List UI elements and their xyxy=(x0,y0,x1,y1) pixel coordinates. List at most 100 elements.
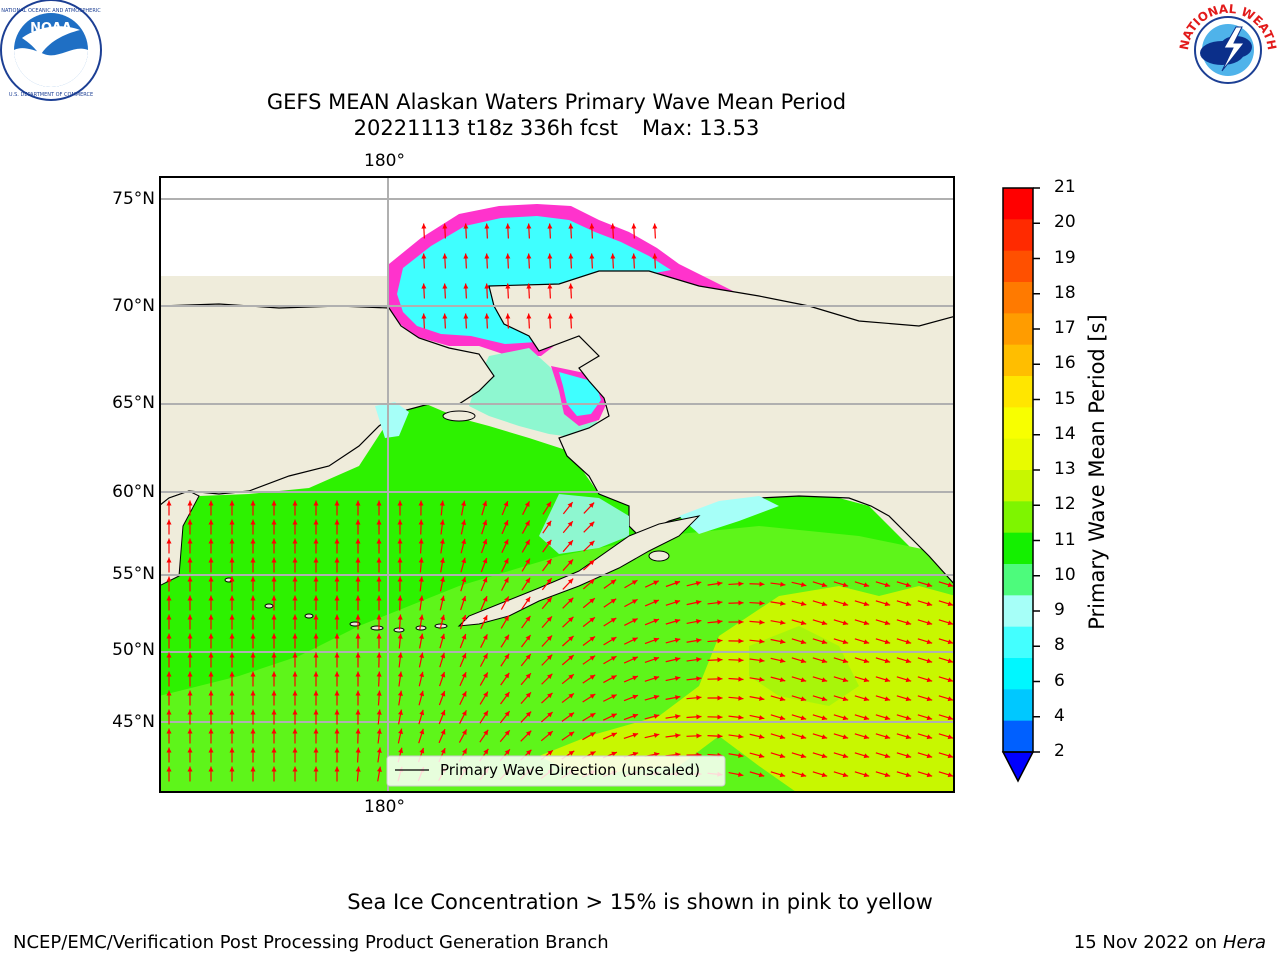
wave-direction-arrowhead xyxy=(442,223,448,229)
wave-direction-arrowhead xyxy=(250,633,256,639)
wave-direction-arrowhead xyxy=(355,709,361,715)
wave-direction-arrowhead xyxy=(250,576,256,582)
wave-direction-arrowhead xyxy=(397,633,403,639)
wave-direction-arrowhead xyxy=(271,538,277,544)
wave-direction-arrowhead xyxy=(717,581,723,587)
wave-direction-arrowhead xyxy=(166,747,172,753)
wave-direction-arrowhead xyxy=(419,633,424,640)
forecast-time: 20221113 t18z 336h fcst xyxy=(353,116,619,140)
wave-direction-arrowhead xyxy=(589,253,595,259)
wave-direction-arrowhead xyxy=(759,581,765,587)
wave-direction-arrowhead xyxy=(738,733,744,739)
wave-direction-arrowhead xyxy=(589,713,596,718)
wave-direction-arrowhead xyxy=(696,657,702,663)
wave-direction-arrowhead xyxy=(355,576,361,582)
wave-direction-arrowhead xyxy=(482,538,488,545)
wave-direction-arrowhead xyxy=(525,673,531,679)
wave-direction-arrowhead xyxy=(526,283,532,289)
wave-direction-arrowhead xyxy=(674,580,681,586)
wave-direction-arrowhead xyxy=(568,616,574,623)
wave-direction-arrowhead xyxy=(905,601,912,607)
wave-direction-arrowhead xyxy=(611,694,617,700)
wave-direction-arrowhead xyxy=(631,580,638,585)
wave-direction-arrowhead xyxy=(842,658,849,664)
wave-direction-arrowhead xyxy=(462,748,467,755)
wave-direction-arrowhead xyxy=(821,715,828,721)
wave-direction-arrowhead xyxy=(568,655,574,661)
wave-direction-arrowhead xyxy=(313,747,319,753)
wave-direction-arrowhead xyxy=(926,658,933,664)
wave-direction-arrowhead xyxy=(208,747,214,753)
wave-direction-arrowhead xyxy=(419,728,425,735)
wave-direction-arrowhead xyxy=(355,538,361,544)
map-frame xyxy=(159,176,955,793)
wave-direction-arrowhead xyxy=(504,691,510,698)
wave-direction-arrowhead xyxy=(355,728,361,734)
wave-direction-arrowhead xyxy=(461,634,467,640)
wave-direction-arrowhead xyxy=(738,638,744,644)
wave-direction-arrowhead xyxy=(292,500,298,506)
wave-direction-arrowhead xyxy=(863,677,870,683)
kodiak-island xyxy=(648,550,670,562)
bristol-bay-cyan xyxy=(539,494,629,554)
lat-label-50: 50°N xyxy=(112,640,155,660)
wave-direction-arrowhead xyxy=(717,600,723,606)
wave-direction-arrowhead xyxy=(610,579,617,585)
wave-direction-arrowhead xyxy=(313,652,319,658)
wave-direction-arrowhead xyxy=(398,728,403,735)
colorbar-tick-label: 9 xyxy=(1054,600,1065,620)
wave-direction-arrowhead xyxy=(631,599,638,604)
colorbar-band xyxy=(1003,501,1033,534)
wave-direction-arrowhead xyxy=(717,676,723,682)
wave-direction-arrowhead xyxy=(611,675,617,681)
wave-direction-arrowhead xyxy=(610,598,617,604)
wave-direction-arrowhead xyxy=(166,576,172,582)
wave-direction-arrowhead xyxy=(505,283,511,289)
lon-label-top: 180° xyxy=(364,151,405,171)
svg-text:U.S. DEPARTMENT OF COMMERCE: U.S. DEPARTMENT OF COMMERCE xyxy=(9,92,93,98)
wave-direction-arrowhead xyxy=(166,614,172,620)
wave-direction-arrowhead xyxy=(229,538,235,544)
wave-direction-arrowhead xyxy=(759,638,765,644)
wave-direction-arrowhead xyxy=(229,671,235,677)
wave-direction-arrowhead xyxy=(397,538,403,544)
wave-direction-arrowhead xyxy=(632,618,638,624)
wave-direction-arrowhead xyxy=(568,313,574,319)
wave-direction-arrowhead xyxy=(229,652,235,658)
wave-direction-arrowhead xyxy=(229,576,235,582)
wave-direction-arrowhead xyxy=(547,731,553,737)
wave-direction-arrowhead xyxy=(884,772,891,778)
wave-direction-arrowhead xyxy=(440,652,446,659)
wave-direction-arrowhead xyxy=(483,691,488,698)
wave-direction-arrowhead xyxy=(418,538,424,544)
wave-direction-arrowhead xyxy=(482,577,488,583)
colorbar-band xyxy=(1003,188,1033,220)
lat-label-55: 55°N xyxy=(112,564,155,584)
wave-direction-arrowhead xyxy=(905,715,912,721)
wave-direction-arrowhead xyxy=(376,538,382,544)
wave-direction-arrowhead xyxy=(610,656,617,661)
wave-direction-arrowhead xyxy=(947,715,954,721)
wave-direction-arrowhead xyxy=(717,657,723,663)
wave-direction-arrowhead xyxy=(439,519,445,525)
wave-direction-arrowhead xyxy=(779,734,786,740)
wave-direction-arrowhead xyxy=(674,637,681,643)
wave-direction-arrowhead xyxy=(463,313,469,319)
wave-direction-arrowhead xyxy=(187,500,193,506)
st-lawrence-island xyxy=(442,410,476,422)
wave-direction-arrowhead xyxy=(440,633,446,640)
wave-direction-arrowhead xyxy=(884,582,891,588)
wave-direction-arrowhead xyxy=(926,620,933,626)
wave-direction-arrowhead xyxy=(208,538,214,544)
wave-direction-arrowhead xyxy=(653,694,660,700)
wave-direction-arrowhead xyxy=(461,538,467,545)
wave-direction-arrowhead xyxy=(884,620,891,626)
wave-direction-arrowhead xyxy=(484,313,490,319)
wave-direction-arrowhead xyxy=(653,656,660,662)
wave-direction-arrowhead xyxy=(547,223,553,229)
wave-direction-arrowhead xyxy=(884,696,891,702)
wave-direction-arrowhead xyxy=(313,766,319,772)
wave-direction-arrowhead xyxy=(863,639,870,645)
wave-direction-arrowhead xyxy=(166,728,172,734)
wave-direction-arrowhead xyxy=(863,582,870,588)
